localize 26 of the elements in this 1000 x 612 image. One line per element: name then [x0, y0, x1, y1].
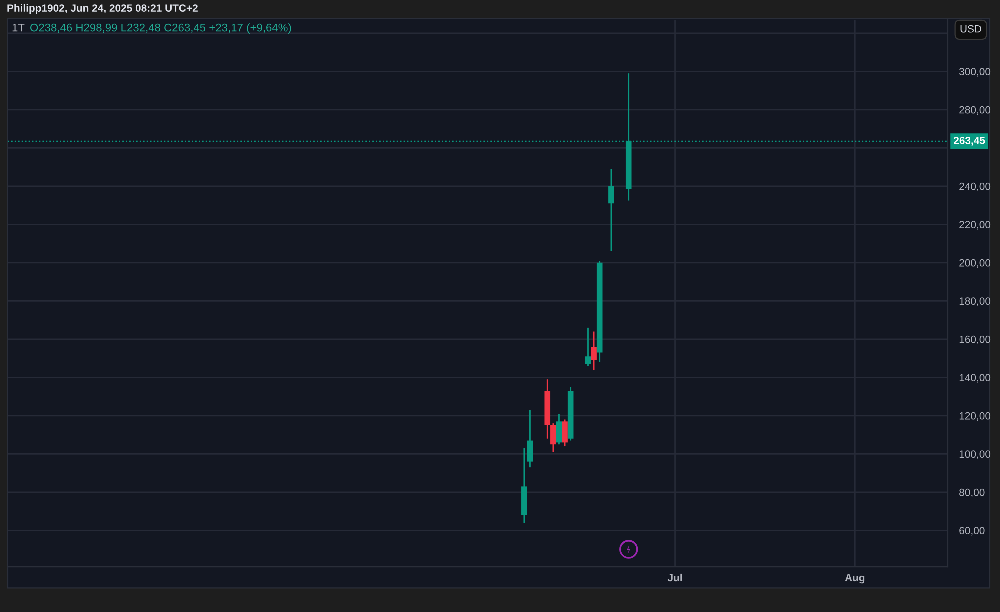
- y-tick-label: 300,00: [960, 68, 991, 77]
- y-tick-label: 80,00: [960, 488, 985, 498]
- y-tick-label: 280,00: [960, 106, 991, 116]
- text: USD: [960, 25, 982, 33]
- chart-title: 1T: [12, 24, 25, 32]
- y-tick-label: 60,00: [960, 527, 985, 536]
- y-tick-label: 200,00: [960, 259, 991, 268]
- y-tick-label: 240,00: [960, 182, 991, 192]
- candlestick: [556, 413, 562, 446]
- annotation: O238,46 H298,99 L232,48 C263,45 +23,17 (+9,64%): [30, 24, 292, 34]
- x-tick-label: Jul: [668, 574, 682, 582]
- candlestick: [608, 168, 614, 252]
- candlestick: [591, 331, 597, 371]
- candlestick: [562, 419, 568, 448]
- candlestick: [585, 327, 592, 367]
- y-tick-label: 100,00: [960, 450, 991, 460]
- candlestick: [550, 422, 556, 453]
- y-tick-label: 120,00: [960, 412, 991, 422]
- text: Philipp1902, Jun 24, 2025 08:21 UTC+2: [8, 4, 198, 14]
- x-tick-label: Aug: [845, 574, 865, 584]
- y-tick-label: 140,00: [960, 374, 991, 383]
- candlestick: [527, 409, 534, 468]
- y-tick-label: 160,00: [960, 336, 991, 345]
- y-tick-label: 180,00: [960, 298, 991, 306]
- ref-line-label: 263,45: [954, 136, 986, 146]
- y-tick-label: 220,00: [960, 221, 991, 230]
